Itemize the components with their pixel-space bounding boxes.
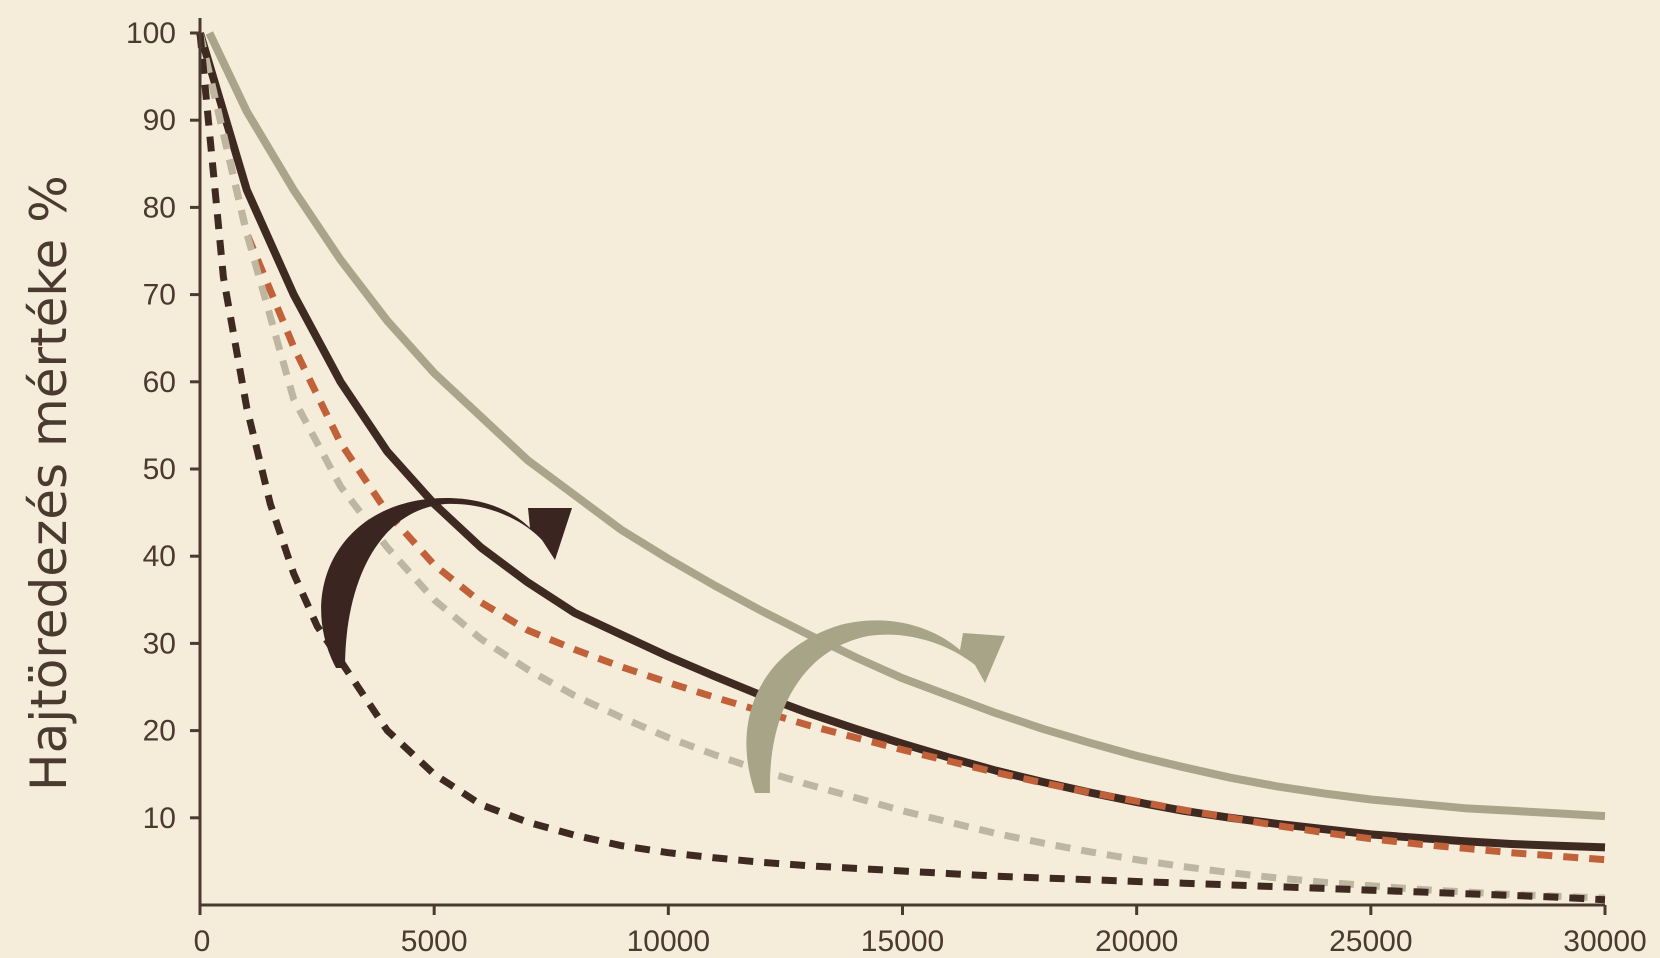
- y-tick-label: 100: [126, 17, 176, 50]
- x-tick-label: 0: [194, 925, 211, 958]
- y-tick-label: 20: [143, 715, 176, 748]
- x-tick-label: 30000: [1563, 925, 1646, 958]
- x-tick-label: 10000: [627, 925, 710, 958]
- y-tick-label: 60: [143, 366, 176, 399]
- y-axis-title: Hajtöredezés mértéke %: [20, 175, 78, 791]
- y-tick-label: 10: [143, 802, 176, 835]
- axes: 0 5000 10000 15000 20000 25000 30000 10 20 30 40 50…: [126, 17, 1647, 958]
- x-tick-label: 25000: [1329, 925, 1412, 958]
- series-line-1: [205, 31, 1606, 821]
- y-tick-label: 40: [143, 540, 176, 573]
- series-layer: [196, 31, 1606, 904]
- dark-curved-arrow: [321, 498, 572, 668]
- y-tick-label: 70: [143, 279, 176, 312]
- y-tick-label: 90: [143, 104, 176, 137]
- series-line-5: [196, 32, 1606, 904]
- x-tick-label: 20000: [1095, 925, 1178, 958]
- y-tick-label: 80: [143, 191, 176, 224]
- x-tick-label: 5000: [401, 925, 468, 958]
- x-tick-label: 15000: [861, 925, 944, 958]
- y-tick-label: 30: [143, 627, 176, 660]
- arrow-layer: [321, 498, 1005, 793]
- series-line-3: [196, 32, 1606, 864]
- series-line-2: [196, 31, 1606, 852]
- series-line-4: [196, 32, 1606, 902]
- y-tick-label: 50: [143, 453, 176, 486]
- light-curved-arrow: [746, 620, 1005, 793]
